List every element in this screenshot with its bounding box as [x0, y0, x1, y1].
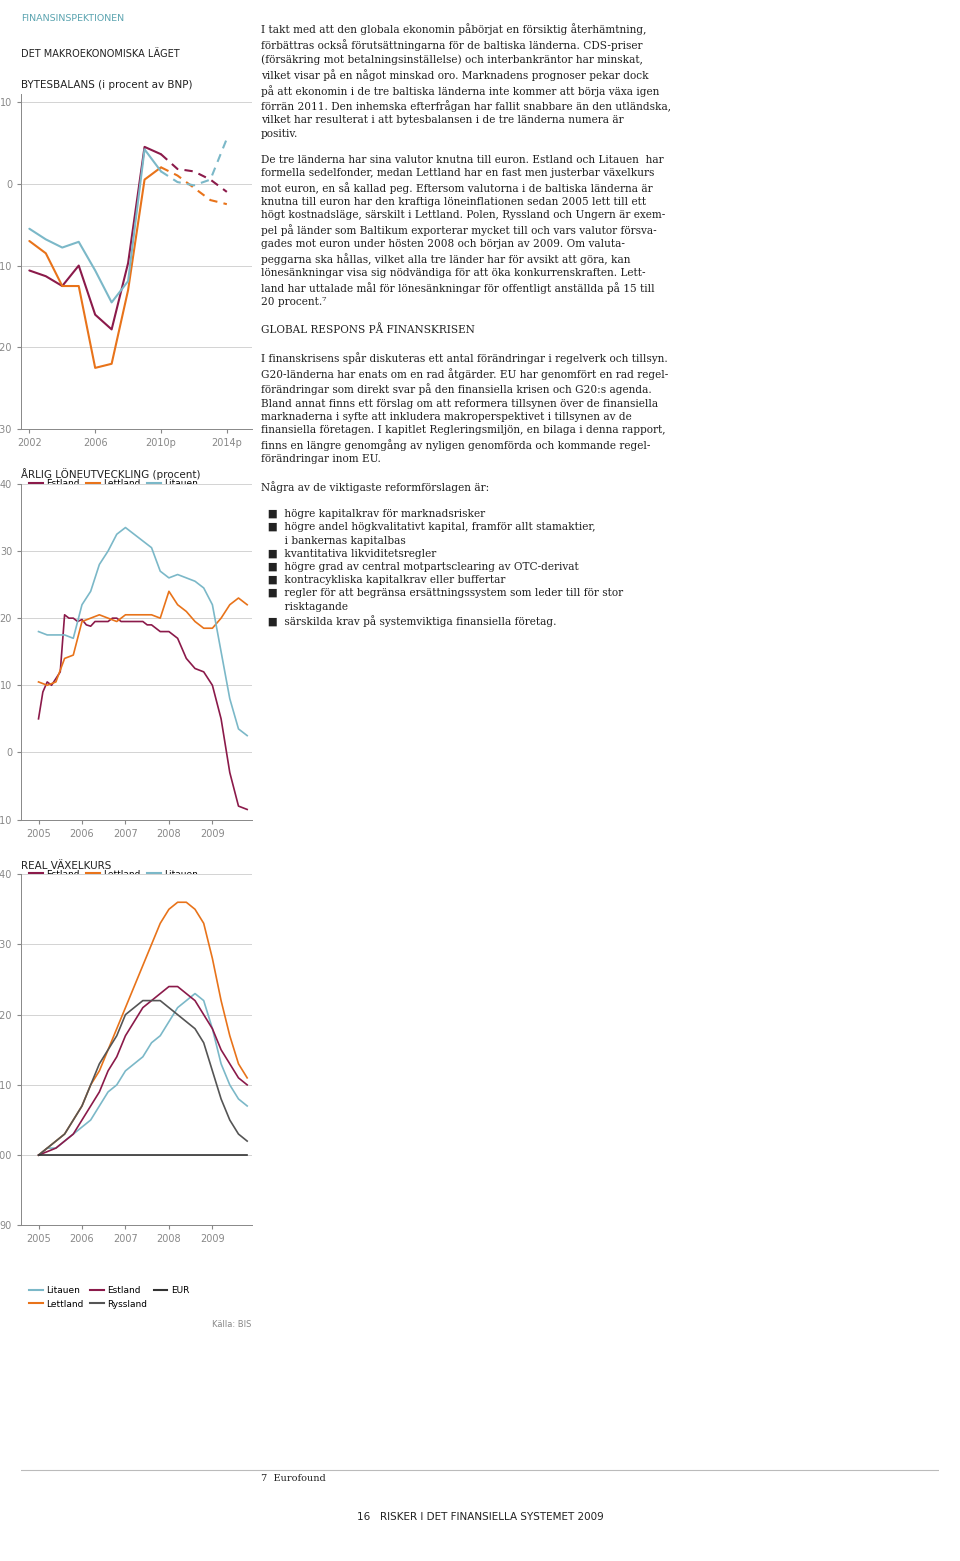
Legend: Estland, Lettland, Litauen: Estland, Lettland, Litauen — [26, 476, 202, 492]
Text: ÅRLIG LÖNEUTVECKLING (procent): ÅRLIG LÖNEUTVECKLING (procent) — [21, 468, 201, 481]
Text: DET MAKROEKONOMISKA LÄGET: DET MAKROEKONOMISKA LÄGET — [21, 50, 180, 59]
Text: Källa: BIS: Källa: BIS — [212, 503, 252, 512]
Text: I takt med att den globala ekonomin påbörjat en försiktig återhämtning,
förbättr: I takt med att den globala ekonomin påbö… — [261, 23, 671, 628]
Legend: Estland, Lettland, Litauen: Estland, Lettland, Litauen — [26, 866, 202, 882]
Text: BYTESBALANS (i procent av BNP): BYTESBALANS (i procent av BNP) — [21, 80, 193, 91]
Text: Källa: Reuters Ecowin: Källa: Reuters Ecowin — [161, 893, 252, 902]
Text: Källa: BIS: Källa: BIS — [212, 1321, 252, 1330]
Text: 7  Eurofound: 7 Eurofound — [261, 1474, 325, 1483]
Text: REAL VÄXELKURS: REAL VÄXELKURS — [21, 860, 111, 871]
Legend: Litauen, Lettland, Estland, Ryssland, EUR: Litauen, Lettland, Estland, Ryssland, EU… — [26, 1283, 193, 1313]
Text: FINANSINSPEKTIONEN: FINANSINSPEKTIONEN — [21, 14, 124, 23]
Text: 16   RISKER I DET FINANSIELLA SYSTEMET 2009: 16 RISKER I DET FINANSIELLA SYSTEMET 200… — [356, 1513, 604, 1522]
